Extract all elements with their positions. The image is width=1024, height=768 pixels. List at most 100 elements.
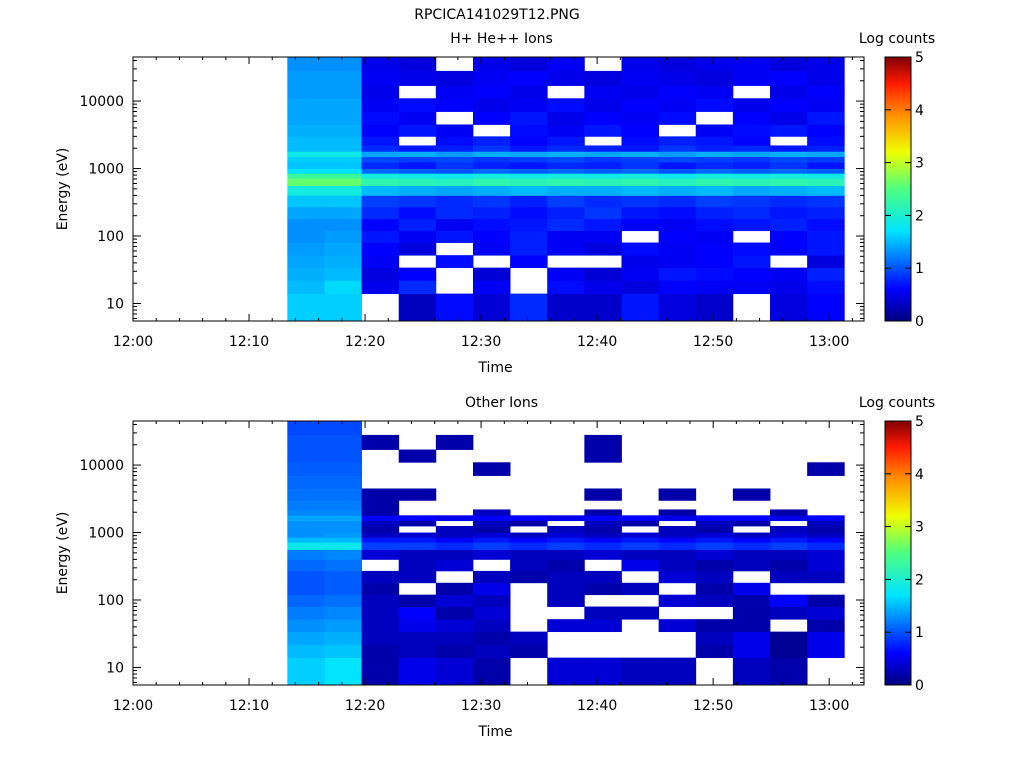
heatmap-cell xyxy=(361,124,400,137)
heatmap-cell xyxy=(287,594,325,607)
x-axis-label: Time xyxy=(477,360,512,376)
heatmap-cell xyxy=(658,151,697,158)
heatmap-cell xyxy=(807,162,845,169)
heatmap-cell xyxy=(324,70,362,86)
heatmap-cell xyxy=(324,156,362,163)
heatmap-cell xyxy=(435,85,474,99)
colorbar-tick-label: 3 xyxy=(915,156,924,172)
heatmap-cell xyxy=(287,293,325,307)
heatmap-cell xyxy=(547,218,585,232)
heatmap-cell xyxy=(287,168,325,174)
heatmap-cell xyxy=(361,162,400,169)
heatmap-cell xyxy=(732,124,771,137)
heatmap-cell xyxy=(472,111,511,125)
x-tick-label: 13:00 xyxy=(809,698,849,714)
heatmap-cell xyxy=(324,98,362,112)
heatmap-cell xyxy=(287,230,325,243)
heatmap-cell xyxy=(398,185,437,196)
heatmap-cell xyxy=(658,488,697,501)
heatmap-cell xyxy=(621,515,660,522)
heatmap-cell xyxy=(807,462,845,476)
heatmap-cell xyxy=(621,151,660,158)
heatmap-cell xyxy=(324,111,362,125)
heatmap-cell xyxy=(472,206,511,220)
heatmap-cell xyxy=(510,85,548,99)
heatmap-cell xyxy=(287,162,325,169)
heatmap-cell xyxy=(584,111,622,125)
colorbar-tick-label: 3 xyxy=(915,520,924,536)
heatmap-cell xyxy=(732,488,771,501)
heatmap-cell xyxy=(658,230,697,243)
heatmap-cell xyxy=(361,185,400,196)
heatmap-cell xyxy=(695,230,734,243)
heatmap-cell xyxy=(732,98,771,112)
heatmap-cell xyxy=(398,206,437,220)
heatmap-cell xyxy=(324,173,362,179)
heatmap-cell xyxy=(584,657,622,671)
heatmap-cell xyxy=(621,606,660,620)
heatmap-cell xyxy=(398,267,437,281)
heatmap-cell xyxy=(287,255,325,269)
heatmap-cell xyxy=(807,230,845,243)
heatmap-cell xyxy=(324,206,362,220)
heatmap-cell xyxy=(398,218,437,232)
heatmap-cell xyxy=(770,594,808,607)
heatmap-cell xyxy=(472,644,511,659)
heatmap-cell xyxy=(732,657,771,671)
heatmap-cell xyxy=(435,151,474,158)
heatmap-cell xyxy=(324,255,362,269)
heatmap-cell xyxy=(510,185,548,196)
heatmap-cell xyxy=(324,421,362,436)
heatmap-cell xyxy=(472,57,511,72)
heatmap-cell xyxy=(584,520,622,527)
heatmap-cell xyxy=(621,185,660,196)
heatmap-cell xyxy=(695,57,734,72)
heatmap-cell xyxy=(361,111,400,125)
plot-axes: 12:00 12:10 12:20 12:30 12:40 12:50 13:00 10 100… xyxy=(79,420,865,714)
heatmap-cell xyxy=(807,195,845,208)
y-tick-label: 10 xyxy=(106,660,124,676)
heatmap-cell xyxy=(658,619,697,633)
heatmap-cell xyxy=(695,631,734,645)
heatmap-cell xyxy=(287,532,325,538)
heatmap-cell xyxy=(658,156,697,163)
heatmap-cell xyxy=(472,462,511,476)
heatmap-cell xyxy=(361,218,400,232)
heatmap-cell xyxy=(398,670,437,686)
heatmap-cell xyxy=(621,532,660,538)
colorbar-tick-label: 2 xyxy=(915,208,924,224)
heatmap-cell xyxy=(361,98,400,112)
heatmap-cell xyxy=(732,549,771,560)
heatmap-cell xyxy=(510,537,548,543)
heatmap-cell xyxy=(547,98,585,112)
heatmap-cell xyxy=(695,582,734,596)
heatmap-cell xyxy=(510,57,548,72)
heatmap-cell xyxy=(807,306,845,322)
heatmap-cell xyxy=(547,280,585,295)
heatmap-cell xyxy=(324,520,362,527)
heatmap-cell xyxy=(472,537,511,543)
heatmap-cell xyxy=(324,280,362,295)
heatmap-cell xyxy=(472,515,511,522)
heatmap-cell xyxy=(398,280,437,295)
heatmap-cell xyxy=(584,85,622,99)
heatmap-cell xyxy=(398,230,437,243)
heatmap-cell xyxy=(287,475,325,489)
heatmap-cell xyxy=(658,570,697,584)
heatmap-cell xyxy=(547,570,585,584)
heatmap-cell xyxy=(770,549,808,560)
heatmap-cell xyxy=(621,206,660,220)
heatmap-cell xyxy=(324,657,362,671)
heatmap-cell xyxy=(472,619,511,633)
heatmap-cell xyxy=(695,195,734,208)
heatmap-cell xyxy=(472,168,511,174)
heatmap-cell xyxy=(658,549,697,560)
colorbar: 0 1 2 3 4 5 xyxy=(884,414,924,694)
heatmap-cell xyxy=(732,111,771,125)
heatmap-cell xyxy=(287,559,325,572)
heatmap-cell xyxy=(658,85,697,99)
heatmap-cell xyxy=(732,515,771,522)
heatmap-cell xyxy=(621,520,660,527)
heatmap-cell xyxy=(732,631,771,645)
x-tick-label: 12:10 xyxy=(229,698,269,714)
